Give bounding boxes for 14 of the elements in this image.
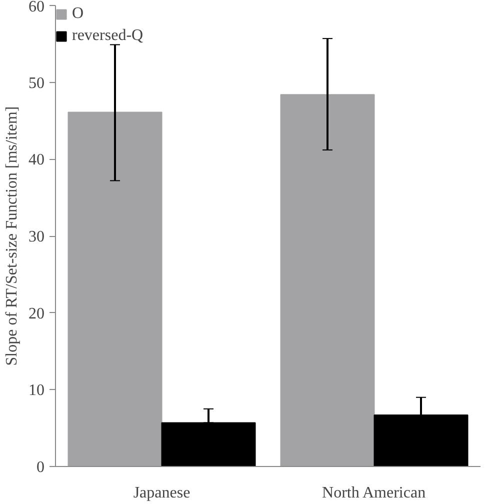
bar xyxy=(280,94,375,466)
y-axis-title: Slope of RT/Set-size Function [ms/item] xyxy=(4,106,20,366)
y-tick-label: 0 xyxy=(36,459,44,476)
bar xyxy=(68,112,162,466)
y-tick-label: 30 xyxy=(28,228,44,246)
y-tick-label: 60 xyxy=(28,0,44,16)
y-tick-label: 50 xyxy=(28,74,44,92)
legend-label: reversed-Q xyxy=(72,27,144,45)
x-tick-label: North American xyxy=(322,484,426,502)
y-tick-label: 10 xyxy=(28,382,44,400)
legend-label: O xyxy=(72,5,85,23)
x-tick-label: Japanese xyxy=(133,484,190,502)
y-tick-label: 20 xyxy=(28,305,44,322)
y-tick-label: 40 xyxy=(28,152,44,169)
